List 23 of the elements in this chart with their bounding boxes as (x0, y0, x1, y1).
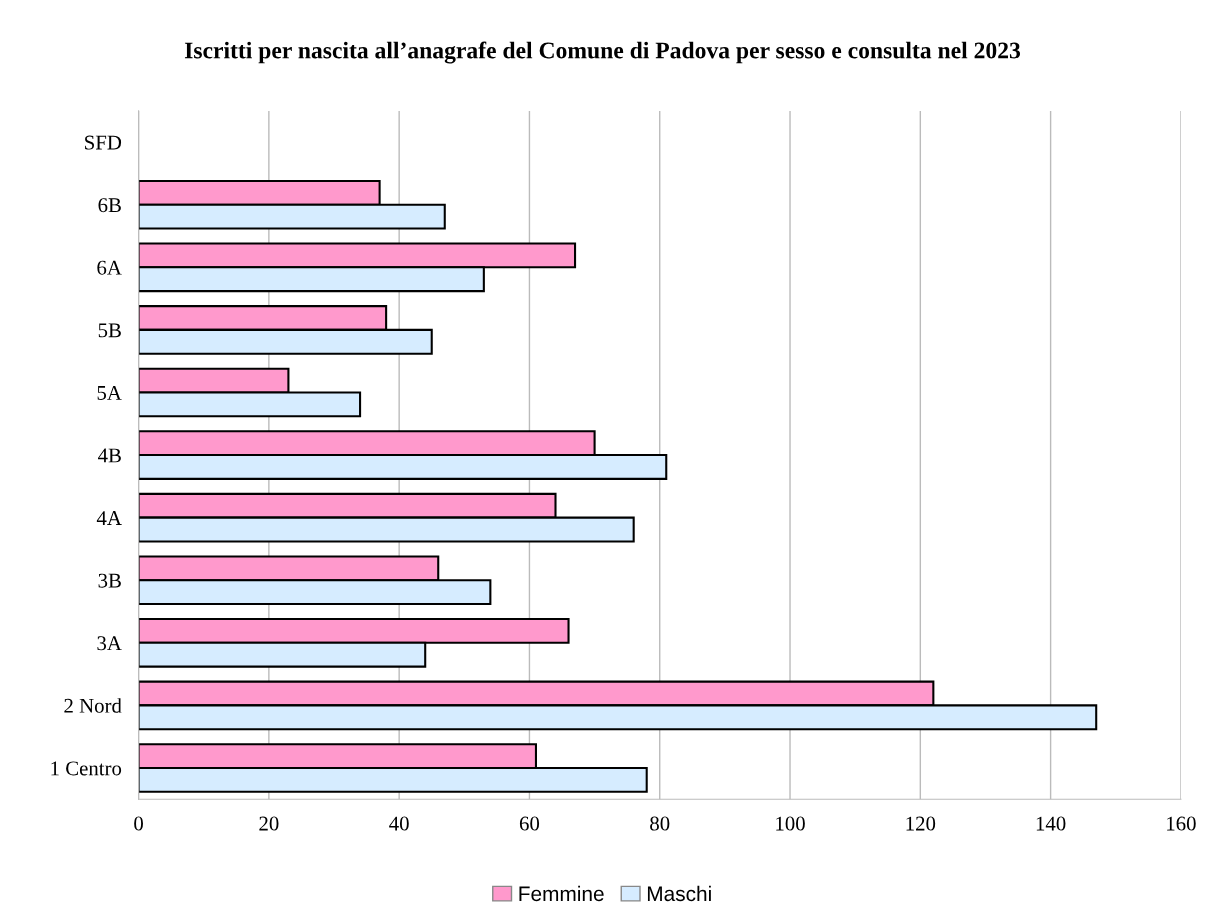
x-tick-label: 60 (519, 816, 540, 831)
y-tick-label: 6A (97, 260, 122, 275)
x-tick-label: 0 (134, 816, 143, 831)
x-tick-label: 40 (389, 816, 409, 831)
y-tick-label: 4B (98, 448, 121, 463)
y-tick-label: SFD (85, 135, 122, 150)
x-tick-label: 160 (1167, 816, 1196, 831)
y-tick-label: 5A (97, 385, 122, 400)
y-tick-label: 6B (98, 198, 121, 213)
legend-label: Maschi (647, 885, 711, 902)
y-tick-label: 1 Centro (51, 761, 122, 776)
y-tick-label: 3B (98, 573, 121, 588)
x-tick-label: 80 (650, 816, 670, 831)
y-tick-label: 4A (96, 511, 122, 525)
x-tick-label: 100 (776, 816, 805, 831)
y-tick-label: 5B (98, 323, 121, 338)
x-tick-label: 140 (1036, 816, 1066, 831)
y-tick-label: 2 Nord (64, 698, 122, 713)
legend-label: Femmine (519, 885, 604, 902)
x-tick-label: 20 (259, 816, 279, 831)
chart-title: Iscritti per nascita all’anagrafe del Comune di Padova per sesso e consulta nel 2023 (184, 41, 1021, 64)
x-tick-label: 120 (906, 816, 936, 831)
y-tick-label: 3A (97, 636, 122, 651)
